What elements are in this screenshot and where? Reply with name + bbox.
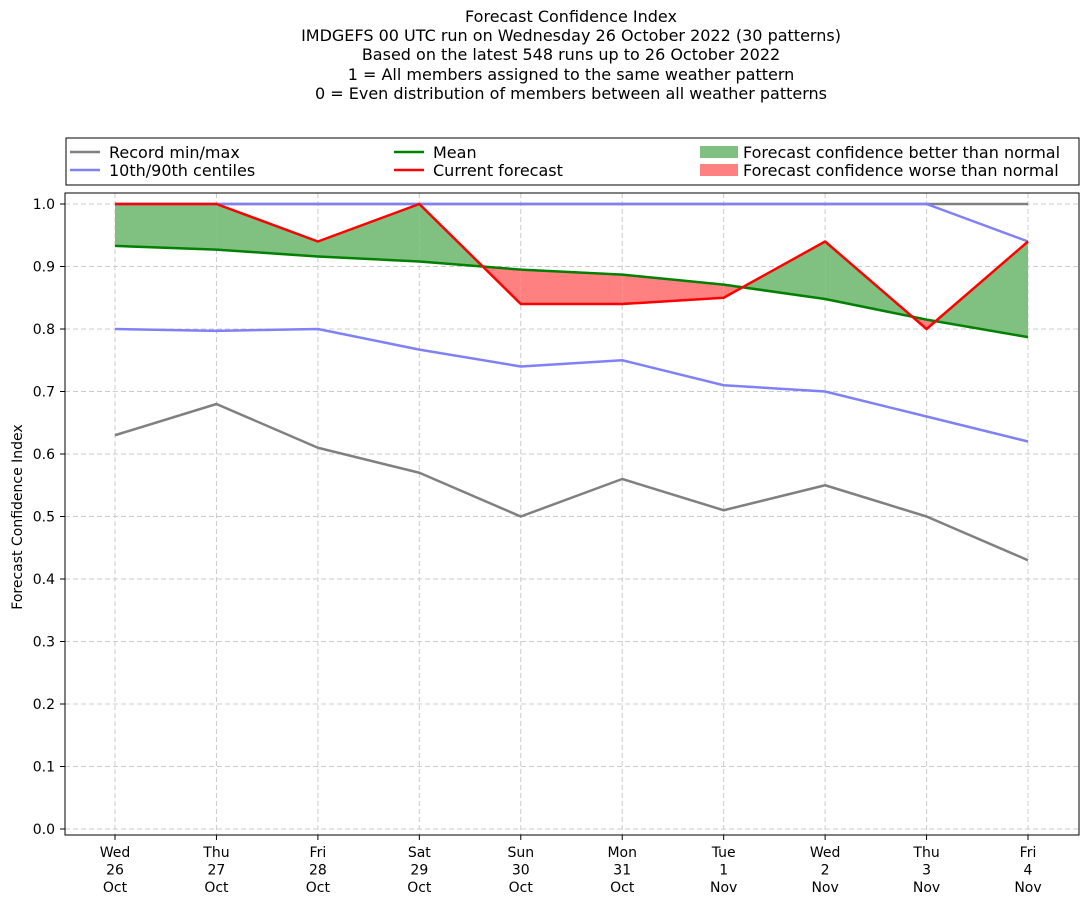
x-tick-label: 31 [613,863,631,879]
x-tick-label: Oct [407,880,432,896]
x-tick-label: Oct [610,880,635,896]
y-axis-label: Forecast Confidence Index [10,424,26,609]
title-line-1: Forecast Confidence Index [465,7,677,26]
y-tick-label: 0.1 [33,760,55,776]
p10-line [114,327,1029,443]
x-tick-label: Nov [710,880,737,896]
y-tick-label: 0.2 [33,697,55,713]
legend-swatch [700,146,738,158]
record-min-line [114,402,1029,562]
x-tick-label: Oct [204,880,229,896]
legend-label: Forecast confidence worse than normal [743,161,1059,180]
x-tick-label: 29 [410,863,428,879]
better-than-normal-area [115,204,217,250]
x-tick-label: 26 [106,863,124,879]
x-axis: Wed26OctThu27OctFri28OctSat29OctSun30Oct… [100,835,1042,896]
legend-label: Mean [433,143,477,162]
x-tick-label: Sat [408,845,431,861]
x-tick-label: Wed [100,845,131,861]
p90-line [115,202,1029,243]
y-axis: 0.0 0.1 0.2 0.3 0.4 0.5 0.6 0.7 0.8 0.9 1.0 [33,197,65,838]
legend-frame [65,137,1080,186]
x-tick-label: Oct [103,880,128,896]
chart-title: Forecast Confidence Index IMDGEFS 00 UTC… [0,7,1092,103]
y-tick-label: 0.5 [33,510,55,526]
x-tick-label: Sun [507,845,534,861]
x-tick-label: Nov [811,880,838,896]
x-tick-label: Wed [810,845,841,861]
current-line [115,202,1029,331]
x-tick-label: Oct [306,880,331,896]
y-tick-label: 0.6 [33,447,55,463]
x-tick-label: Mon [607,845,637,861]
y-tick-label: 0.8 [33,322,55,338]
y-tick-label: 1.0 [33,197,55,213]
better-than-normal-area [317,204,420,262]
worse-than-normal-area [622,274,724,304]
y-tick-label: 0.9 [33,260,55,276]
x-tick-label: Tue [711,845,736,861]
y-tick-label: 0.7 [33,385,55,401]
better-than-normal-area [935,241,1028,338]
y-tick-label: 0.0 [33,822,55,838]
y-tick-label: 0.3 [33,635,55,651]
x-tick-label: Nov [1014,880,1041,896]
x-tick-label: Oct [509,880,534,896]
better-than-normal-area [216,204,318,257]
x-tick-label: Fri [310,845,327,861]
legend-label: Forecast confidence better than normal [743,143,1060,162]
legend-label: 10th/90th centiles [109,161,255,180]
better-than-normal-area [742,241,826,299]
x-tick-label: 30 [512,863,530,879]
x-tick-label: Thu [912,845,939,861]
title-line-3: Based on the latest 548 runs up to 26 Oc… [361,45,781,65]
confidence-fills [115,204,1028,338]
title-line-2: IMDGEFS 00 UTC run on Wednesday 26 Octob… [301,26,841,46]
mean-line [114,244,1029,339]
y-tick-label: 0.4 [33,572,55,588]
plot-frame [64,192,1080,836]
series-lines [114,202,1029,562]
x-tick-label: Thu [202,845,229,861]
x-tick-label: Fri [1020,845,1037,861]
legend-swatch [700,164,738,176]
x-tick-label: 3 [922,863,931,879]
legend-label: Current forecast [433,161,563,180]
legend-label: Record min/max [109,143,240,162]
x-tick-label: 1 [719,863,728,879]
title-line-5: 0 = Even distribution of members between… [314,83,828,103]
x-tick-label: 27 [208,863,226,879]
worse-than-normal-area [520,269,623,304]
title-line-4: 1 = All members assigned to the same wea… [347,64,795,84]
x-tick-label: 2 [821,863,830,879]
x-tick-label: Nov [913,880,940,896]
x-tick-label: 28 [309,863,327,879]
x-tick-label: 4 [1024,863,1033,879]
